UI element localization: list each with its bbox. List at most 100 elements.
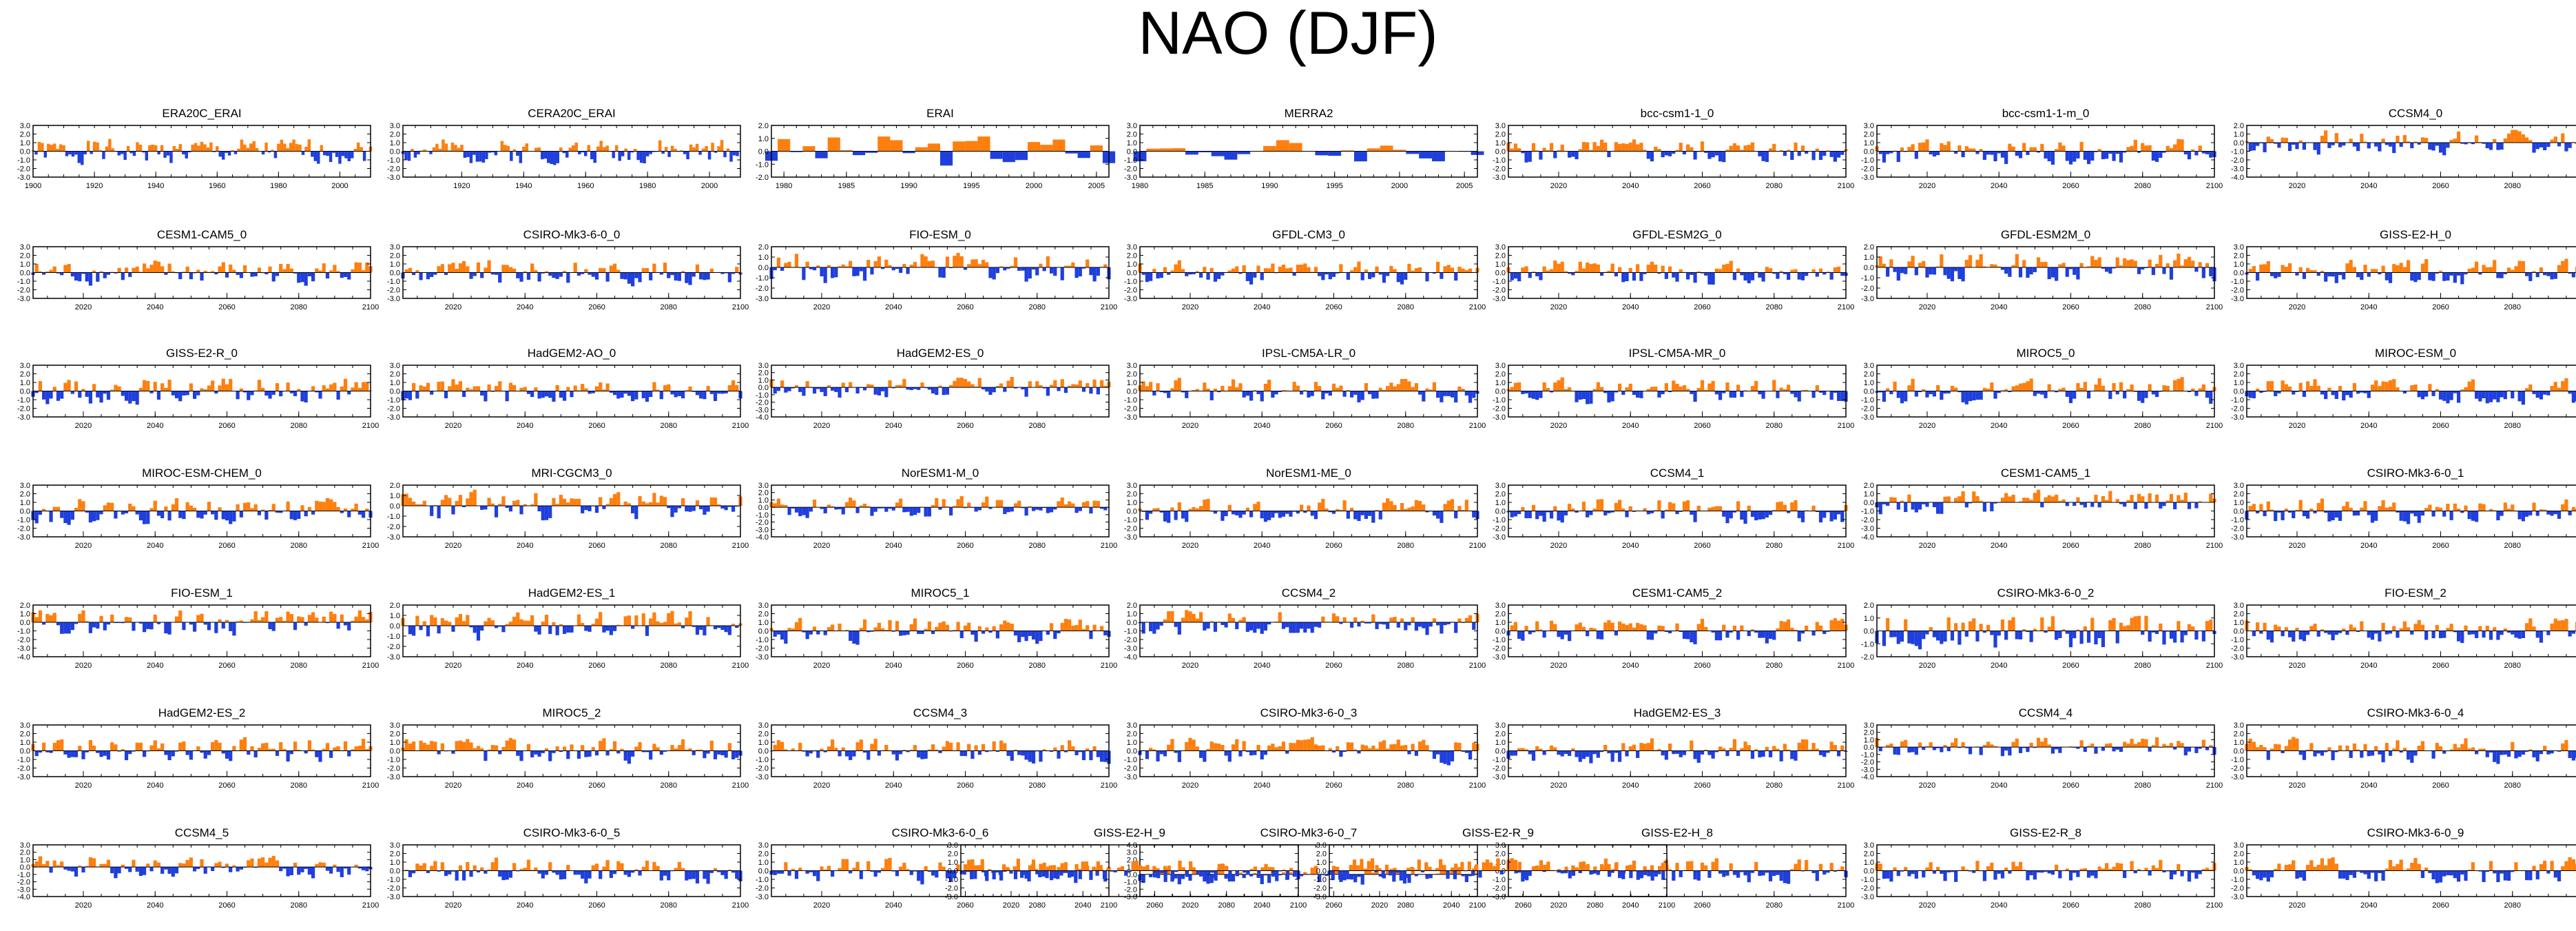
x-tick-label: 2080 [661, 662, 677, 670]
positive-bar [1722, 264, 1726, 273]
positive-bar [67, 380, 71, 391]
positive-bar [1625, 143, 1629, 152]
negative-bar [713, 391, 718, 401]
positive-bar [1086, 382, 1090, 388]
positive-bar [805, 261, 809, 267]
positive-bar [1375, 266, 1379, 273]
negative-bar [1878, 391, 1882, 393]
panel-title: MIROC5_0 [2016, 347, 2075, 360]
x-tick-label: 2020 [1182, 542, 1198, 550]
positive-bar [566, 502, 570, 506]
positive-bar [2467, 381, 2471, 391]
y-tick-label: 3.0 [20, 362, 30, 370]
positive-bar [146, 268, 150, 273]
negative-bar [1260, 391, 1264, 402]
plot-frame [1876, 484, 2215, 538]
y-tick-label: 0.0 [1864, 388, 1874, 396]
negative-bar [1206, 272, 1210, 280]
positive-bar [1790, 502, 1794, 511]
x-tick-label: 1960 [209, 182, 225, 190]
positive-bar [2406, 260, 2411, 273]
negative-bar [2399, 143, 2403, 147]
positive-bar [1586, 262, 1590, 273]
positive-bar [261, 617, 265, 622]
negative-bar [709, 391, 714, 394]
y-tick-label: 1.0 [758, 135, 769, 143]
negative-bar [692, 391, 696, 392]
positive-bar [523, 504, 527, 506]
positive-bar [2489, 509, 2493, 511]
positive-bar [458, 495, 463, 506]
plot-frame [771, 246, 1110, 299]
negative-bar [805, 507, 809, 518]
positive-bar [1882, 263, 1887, 267]
negative-bar [501, 626, 506, 633]
positive-bar [2266, 261, 2270, 273]
negative-bar [552, 391, 556, 402]
negative-bar [605, 272, 610, 282]
positive-bar [2177, 495, 2181, 502]
positive-bar [2126, 500, 2130, 502]
negative-bar [1740, 272, 1744, 276]
y-tick-label: 0.0 [20, 148, 30, 156]
positive-bar [2061, 263, 2066, 267]
x-tick-label: 1990 [1261, 182, 1278, 190]
negative-bar [1925, 502, 1929, 507]
positive-bar [2055, 149, 2059, 152]
negative-bar [780, 267, 785, 271]
negative-bar [196, 391, 200, 396]
x-tick-label: 2020 [445, 662, 461, 670]
positive-bar [300, 617, 304, 622]
negative-bar [1360, 272, 1364, 280]
negative-bar [1167, 272, 1171, 275]
positive-bar [412, 382, 416, 391]
negative-bar [1535, 511, 1539, 520]
positive-bar [2097, 257, 2101, 267]
y-tick-label: 2.0 [390, 482, 400, 490]
x-tick-label: 2060 [218, 542, 235, 550]
x-tick-label: 1995 [1326, 182, 1342, 190]
negative-bar [2417, 391, 2421, 398]
positive-bar [99, 271, 103, 273]
negative-bar [74, 151, 78, 155]
positive-bar [361, 270, 366, 273]
negative-bar [1425, 272, 1429, 282]
negative-bar [1063, 387, 1068, 393]
positive-bar [805, 381, 809, 388]
negative-bar [1581, 391, 1586, 400]
positive-bar [153, 382, 157, 391]
positive-bar [1289, 267, 1293, 273]
y-tick-label: -2.0 [756, 519, 769, 527]
positive-bar [1404, 378, 1408, 391]
positive-bar [250, 619, 254, 622]
negative-bar [475, 151, 479, 162]
y-tick-label: 0.0 [1495, 508, 1506, 516]
negative-bar [852, 267, 856, 276]
negative-bar [490, 391, 495, 392]
negative-bar [1549, 511, 1554, 519]
negative-bar [1531, 391, 1536, 399]
positive-bar [114, 385, 118, 391]
positive-bar [1957, 496, 1962, 502]
positive-bar [128, 617, 132, 622]
positive-bar [1013, 503, 1018, 508]
positive-bar [422, 621, 426, 626]
positive-bar [1517, 382, 1521, 391]
negative-bar [1690, 511, 1694, 515]
x-tick-label: 2020 [2289, 422, 2305, 430]
y-tick-label: 2.0 [20, 131, 30, 139]
positive-bar [2363, 265, 2367, 273]
negative-bar [1557, 511, 1561, 521]
negative-bar [838, 387, 842, 398]
positive-bar [1643, 150, 1647, 152]
positive-bar [512, 268, 517, 273]
negative-bar [42, 622, 46, 625]
y-tick-label: -3.0 [17, 295, 30, 303]
negative-bar [2256, 511, 2260, 513]
negative-bar [2420, 391, 2425, 400]
positive-bar [2011, 265, 2015, 267]
negative-bar [2392, 143, 2396, 154]
negative-bar [1900, 391, 1904, 404]
positive-bar [498, 381, 502, 391]
positive-bar [2033, 147, 2037, 152]
